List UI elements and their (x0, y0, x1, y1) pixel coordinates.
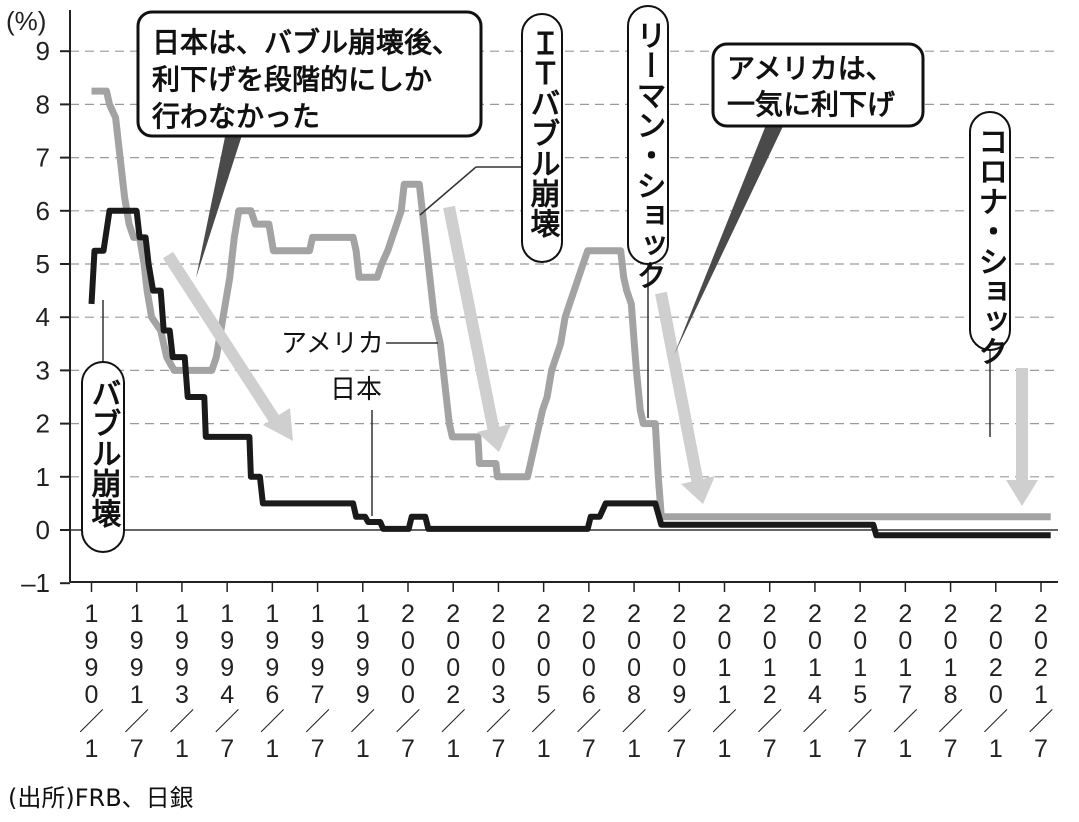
label-corona-text: コロナ・ショック (973, 126, 1008, 366)
x-tick-label: 1 9 9 6 ／ 1 (260, 600, 285, 763)
x-tick-label: 2 0 0 6 ／ 7 (576, 600, 601, 763)
arrow-lehman (655, 291, 715, 504)
callout-us-box (711, 42, 925, 128)
callout-japan-line-1: 日本は、バブル崩壊後、 (152, 26, 460, 59)
y-tick-label: 1 (36, 462, 50, 492)
y-tick-label: 7 (36, 143, 50, 173)
x-tick-label: 2 0 1 8 ／ 7 (938, 600, 963, 763)
x-tick-label: 2 0 1 4 ／ 1 (802, 600, 827, 763)
y-axis-ticks: 9 8 7 6 5 4 3 2 1 0 –1 (21, 36, 70, 598)
y-tick-label: 2 (36, 409, 50, 439)
label-it-bubble-text: ＩＴバブル崩壊 (525, 28, 561, 239)
x-tick-label: 1 9 9 4 ／ 7 (215, 600, 240, 763)
y-tick-label: 8 (36, 89, 50, 119)
x-tick-label: 2 0 0 3 ／ 7 (486, 600, 511, 763)
x-axis-ticks: 1 9 9 0 ／ 1 1 9 9 1 ／ 7 1 9 9 3 ／ 1 1 9 9 4 ／ 7 1 9 9 6 ／ 1 1 9 9 7 ／ 7 1 9 9 9… (79, 582, 1054, 763)
x-tick-label: 2 0 1 2 ／ 7 (757, 600, 782, 763)
y-tick-label: –1 (21, 568, 50, 598)
x-tick-label: 2 0 0 2 ／ 1 (441, 600, 466, 763)
callout-japan-line-2: 利下げを段階的にしか (152, 63, 432, 96)
label-bubble-collapse-text: バブル崩壊 (86, 378, 122, 529)
x-tick-label: 2 0 2 0 ／ 1 (983, 600, 1008, 763)
x-tick-label: 1 9 9 3 ／ 1 (169, 600, 194, 763)
x-tick-label: 1 9 9 1 ／ 7 (124, 600, 149, 763)
y-tick-label: 4 (36, 302, 50, 332)
y-tick-label: 9 (36, 36, 50, 66)
callout-us-line-1: アメリカは、 (727, 52, 894, 85)
y-tick-label: 0 (36, 515, 50, 545)
arrow-corona (1006, 368, 1038, 506)
callout-us: アメリカは、 一気に利下げ (674, 42, 925, 355)
series-label-japan: 日本 (330, 375, 382, 516)
series-label-us-text: アメリカ (281, 329, 384, 359)
down-arrows (162, 205, 1038, 506)
arrow-it-bubble (443, 205, 511, 452)
y-tick-label: 5 (36, 249, 50, 279)
arrow-japan-gradual (162, 251, 293, 441)
callout-us-tail (674, 120, 786, 355)
y-tick-label: 6 (36, 196, 50, 226)
y-tick-label: 3 (36, 355, 50, 385)
x-tick-label: 2 0 0 5 ／ 1 (531, 600, 556, 763)
callout-japan: 日本は、バブル崩壊後、 利下げを段階的にしか 行わなかった (136, 10, 483, 278)
label-lehman-text: リーマン・ショック (631, 20, 666, 290)
callout-us-line-2: 一気に利下げ (727, 88, 896, 121)
label-bubble-collapse: バブル崩壊 (81, 300, 125, 553)
x-tick-label: 1 9 9 7 ／ 7 (305, 600, 330, 763)
series-line-japan (88, 207, 1051, 539)
label-lehman: リーマン・ショック (627, 5, 669, 418)
callout-japan-line-3: 行わなかった (151, 100, 320, 133)
x-tick-label: 2 0 1 7 ／ 1 (893, 600, 918, 763)
x-tick-label: 2 0 2 1 ／ 7 (1028, 600, 1053, 763)
callout-japan-box (136, 10, 483, 138)
x-tick-label: 2 0 1 1 ／ 1 (712, 600, 737, 763)
series-label-us: アメリカ (281, 329, 438, 359)
series-label-japan-text: 日本 (330, 375, 382, 405)
label-it-bubble: ＩＴバブル崩壊 (419, 13, 563, 263)
y-unit-label: (%) (6, 6, 46, 36)
x-tick-label: 1 9 9 9 ／ 1 (350, 600, 375, 763)
x-tick-label: 2 0 0 0 ／ 7 (395, 600, 420, 763)
source-note: (出所)FRB、日銀 (8, 784, 194, 812)
label-corona: コロナ・ショック (969, 111, 1011, 437)
x-tick-label: 2 0 0 9 ／ 7 (667, 600, 692, 763)
callout-japan-tail (196, 132, 243, 278)
series-line-us (91, 87, 1051, 521)
x-tick-label: 2 0 0 8 ／ 1 (622, 600, 647, 763)
x-tick-label: 1 9 9 0 ／ 1 (79, 600, 104, 763)
x-tick-label: 2 0 1 5 ／ 7 (848, 600, 873, 763)
